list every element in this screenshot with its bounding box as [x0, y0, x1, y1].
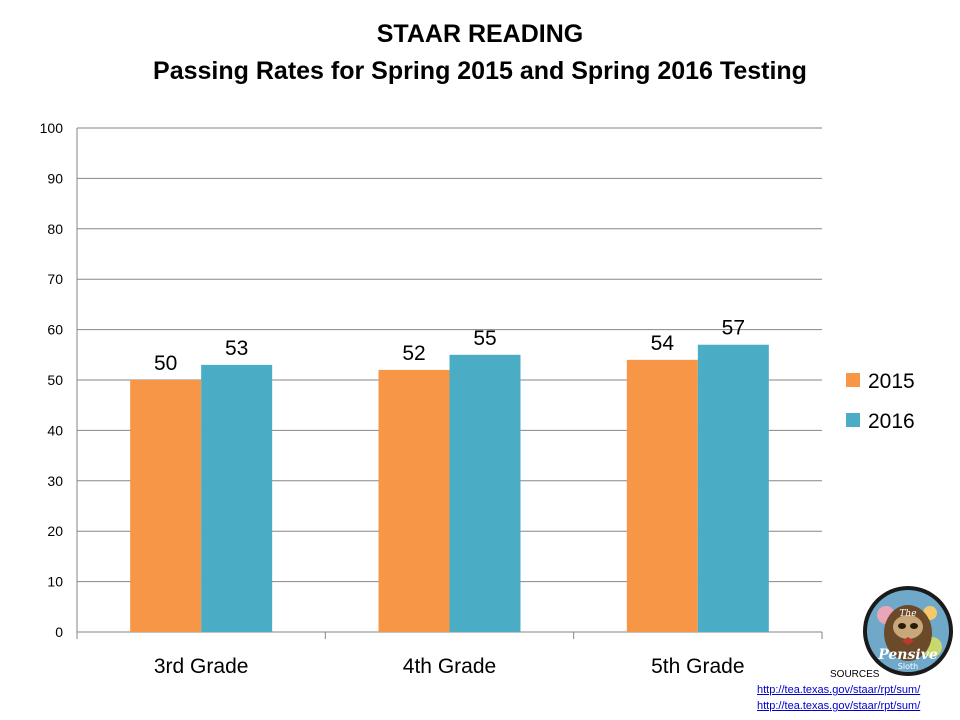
y-tick-label: 60	[47, 322, 63, 338]
logo-text-main: Pensive	[877, 647, 938, 663]
bar-2016	[449, 354, 521, 632]
y-tick-label: 40	[47, 422, 63, 438]
y-tick-label: 20	[47, 523, 63, 539]
pensive-sloth-logo: The Pensive Sloth	[863, 586, 953, 676]
bar-2015	[130, 380, 202, 632]
sources-label: SOURCES	[830, 669, 880, 680]
bar-2016	[201, 364, 273, 632]
chart-subtitle: Passing Rates for Spring 2015 and Spring…	[153, 57, 807, 85]
data-label: 53	[225, 337, 248, 360]
bar-2016	[697, 344, 769, 632]
chart-title: STAAR READING	[376, 20, 584, 48]
logo-text-top: The	[899, 609, 916, 619]
y-tick-label: 50	[47, 372, 63, 388]
y-tick-label: 90	[47, 170, 63, 186]
y-tick-label: 30	[47, 473, 63, 489]
y-tick-label: 10	[47, 574, 63, 590]
y-tick-label: 0	[55, 624, 63, 640]
legend-swatch-2016	[846, 413, 860, 427]
data-label: 50	[154, 352, 177, 375]
source-link-1[interactable]: http://tea.texas.gov/staar/rpt/sum/	[757, 684, 921, 696]
x-tick-label: 3rd Grade	[154, 655, 249, 678]
source-link-2[interactable]: http://tea.texas.gov/staar/rpt/sum/	[757, 700, 921, 712]
y-tick-label: 70	[47, 271, 63, 287]
data-label: 57	[722, 317, 745, 340]
logo-text-bottom: Sloth	[898, 662, 918, 671]
legend-swatch-2015	[846, 373, 860, 387]
x-tick-label: 5th Grade	[651, 655, 744, 678]
data-label: 54	[651, 332, 675, 355]
bar-2015	[378, 369, 450, 632]
data-label: 55	[473, 327, 496, 350]
bar-2015	[626, 359, 698, 632]
data-label: 52	[402, 342, 425, 365]
x-tick-label: 4th Grade	[403, 655, 496, 678]
legend-label: 2015	[868, 370, 915, 393]
y-tick-label: 100	[40, 120, 64, 136]
legend-label: 2016	[868, 410, 915, 433]
y-tick-label: 80	[47, 221, 63, 237]
